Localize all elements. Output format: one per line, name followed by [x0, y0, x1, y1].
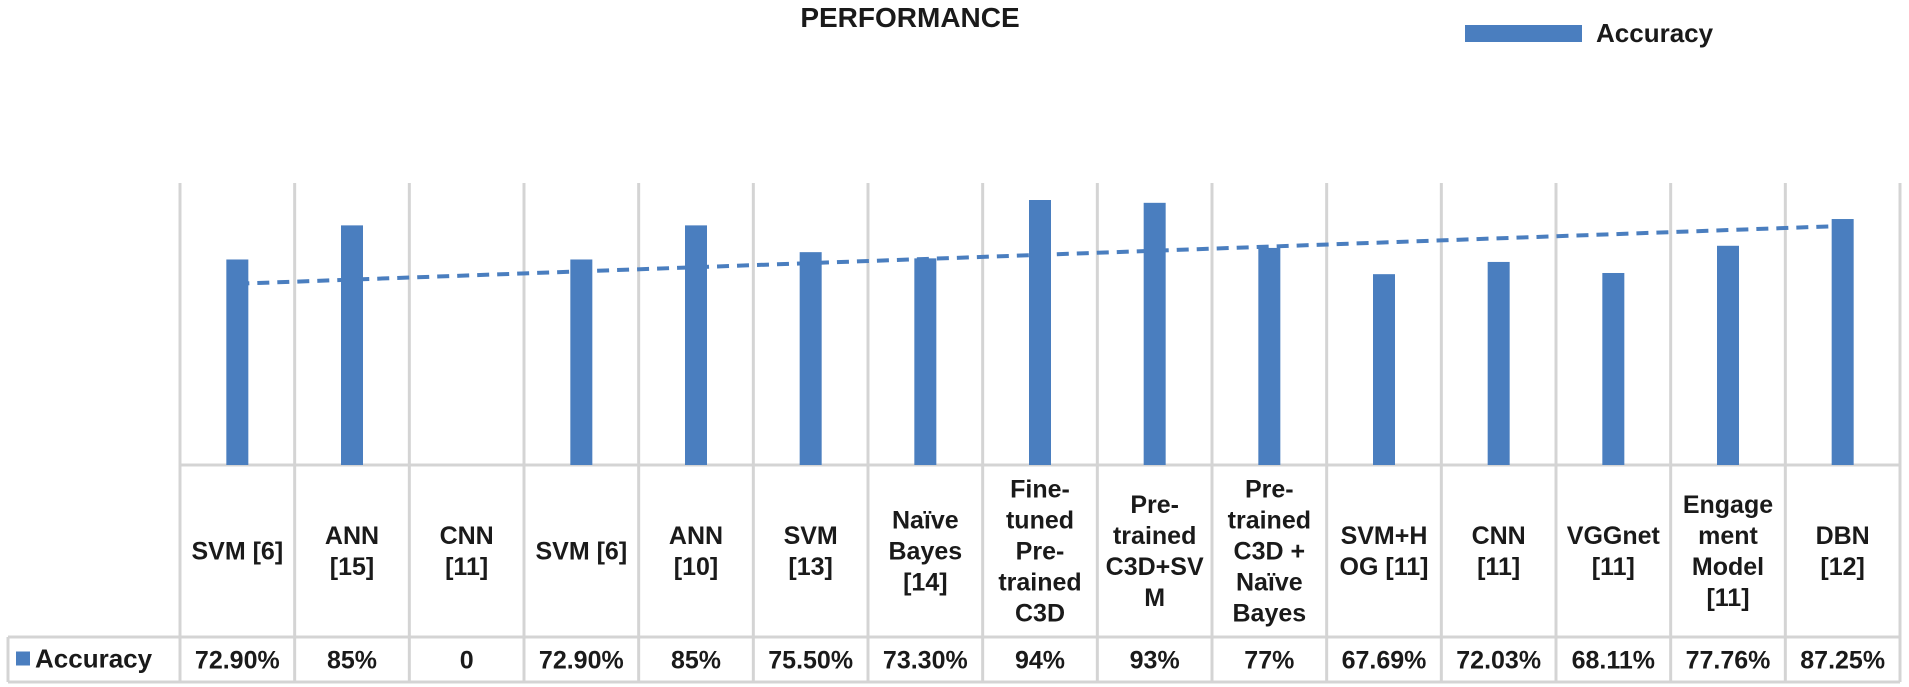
- bar: [685, 225, 707, 465]
- category-label: SVM [6]: [191, 538, 283, 566]
- category-label: Fine-tuned Pre-trained C3D: [998, 476, 1081, 628]
- bar: [1717, 245, 1739, 465]
- data-label: 77.76%: [1686, 647, 1771, 675]
- category-label: CNN [11]: [440, 522, 494, 581]
- data-label: 72.90%: [539, 647, 624, 675]
- bar: [1143, 202, 1166, 465]
- bar: [1029, 200, 1051, 465]
- bar: [1258, 247, 1281, 465]
- bar: [1831, 219, 1854, 465]
- category-label: Pre-trained C3D + Naïve Bayes: [1228, 476, 1311, 628]
- category-label: ANN [15]: [325, 522, 379, 581]
- row-header-swatch: [16, 651, 30, 666]
- category-label: SVM+H OG [11]: [1340, 522, 1429, 581]
- data-label: 85%: [327, 647, 377, 675]
- chart-title: PERFORMANCE: [800, 2, 1020, 33]
- category-label: SVM [6]: [535, 538, 627, 566]
- bar: [226, 259, 249, 465]
- data-label: 72.90%: [195, 647, 280, 675]
- data-label: 0: [460, 647, 474, 675]
- data-label: 85%: [671, 647, 721, 675]
- category-label: Pre-trained C3D+SV M: [1106, 491, 1204, 612]
- data-label: 93%: [1130, 647, 1180, 675]
- data-label: 94%: [1015, 647, 1065, 675]
- data-label: 77%: [1244, 647, 1294, 675]
- row-header-label: Accuracy: [35, 644, 153, 674]
- trendline: [237, 223, 1843, 286]
- category-label: DBN [12]: [1816, 522, 1870, 581]
- bar: [1602, 272, 1625, 465]
- bar: [1487, 261, 1510, 465]
- category-label: ANN [10]: [669, 522, 723, 581]
- category-label: VGGnet [11]: [1567, 522, 1661, 581]
- data-label: 75.50%: [768, 647, 853, 675]
- legend-label: Accuracy: [1596, 18, 1714, 48]
- bar: [914, 258, 937, 465]
- category-label: CNN [11]: [1472, 522, 1526, 581]
- bar: [799, 252, 822, 465]
- data-label: 67.69%: [1342, 647, 1427, 675]
- bar: [570, 259, 593, 465]
- category-label: Engage ment Model [11]: [1683, 491, 1773, 612]
- data-label: 68.11%: [1572, 647, 1655, 675]
- data-table: SVM [6] ANN [15] CNN [11] SVM [6] ANN [10] SVM [1…: [16, 476, 1885, 675]
- bar: [1373, 274, 1395, 465]
- trendline-group: [237, 223, 1843, 286]
- data-label: 87.25%: [1800, 647, 1885, 675]
- bars: [226, 200, 1854, 465]
- legend: Accuracy: [1465, 18, 1713, 49]
- bar: [341, 225, 363, 465]
- data-label: 73.30%: [883, 647, 968, 675]
- category-label: SVM [13]: [784, 522, 838, 581]
- data-label: 72.03%: [1456, 647, 1541, 675]
- legend-swatch: [1465, 25, 1582, 42]
- category-label: Naïve Bayes [14]: [888, 507, 962, 597]
